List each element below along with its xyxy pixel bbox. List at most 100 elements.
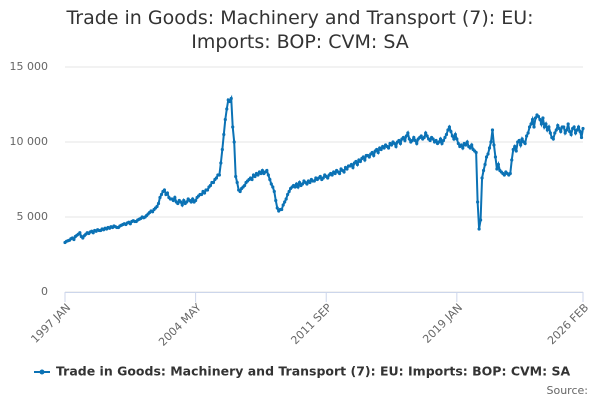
point (379, 147, 383, 152)
point (361, 155, 365, 159)
point (222, 132, 226, 137)
point (128, 222, 132, 226)
point (274, 198, 278, 203)
point (538, 117, 542, 122)
point (217, 173, 221, 177)
point (363, 158, 367, 162)
point (553, 131, 557, 135)
point (294, 182, 299, 186)
point (321, 176, 325, 180)
point (438, 137, 443, 141)
point (554, 128, 558, 132)
point (234, 174, 238, 179)
point (510, 158, 514, 162)
point (487, 146, 492, 150)
point (449, 129, 453, 134)
point (490, 128, 495, 132)
point (389, 143, 394, 147)
point (354, 159, 358, 164)
point (544, 122, 548, 126)
point (533, 116, 538, 120)
point (286, 192, 290, 197)
point (565, 128, 569, 132)
x-tick-label: 1997 JAN (28, 301, 73, 346)
point (581, 126, 585, 131)
point (579, 135, 584, 140)
x-tick-label: 2019 JAN (420, 301, 465, 346)
point (205, 188, 210, 192)
point (481, 168, 486, 173)
point (545, 128, 549, 132)
point (256, 173, 260, 177)
point (464, 143, 468, 147)
point (386, 146, 391, 150)
point (199, 192, 204, 197)
point (404, 134, 408, 138)
legend-label: Trade in Goods: Machinery and Transport … (56, 364, 570, 379)
point (308, 180, 312, 185)
point (372, 153, 376, 158)
point (422, 135, 426, 140)
point (424, 131, 428, 135)
point (547, 125, 551, 129)
point (284, 197, 288, 201)
point (300, 182, 305, 186)
point (541, 116, 545, 120)
point (159, 192, 164, 197)
point (398, 141, 403, 146)
point (179, 200, 183, 204)
point (461, 146, 465, 150)
point (556, 123, 560, 128)
point (520, 137, 524, 141)
point (259, 171, 263, 176)
point (572, 125, 576, 129)
point (78, 231, 82, 235)
point (431, 137, 435, 141)
point (269, 182, 273, 186)
point (566, 122, 570, 126)
point (182, 198, 186, 203)
point (265, 168, 269, 173)
point (407, 137, 411, 141)
point (312, 179, 316, 183)
point (476, 200, 480, 204)
point (345, 167, 349, 171)
point (232, 140, 236, 144)
point (484, 155, 489, 159)
point (450, 134, 454, 138)
point (455, 137, 459, 141)
point (447, 125, 452, 129)
point (281, 203, 285, 207)
point (156, 201, 161, 206)
point (185, 200, 189, 204)
point (229, 96, 233, 101)
point (468, 146, 472, 150)
point (318, 174, 322, 179)
point (557, 126, 561, 131)
point (493, 155, 498, 159)
point (532, 125, 536, 129)
chart-title: Trade in Goods: Machinery and Transport … (66, 7, 534, 53)
point (351, 165, 355, 170)
point (524, 134, 529, 138)
point (171, 198, 175, 203)
point (513, 144, 517, 149)
point (492, 143, 496, 147)
point (162, 188, 167, 192)
point (231, 125, 235, 129)
point (465, 140, 469, 144)
point (176, 201, 180, 206)
point (406, 131, 410, 135)
source: Source: (547, 384, 589, 397)
point (559, 129, 563, 134)
point (502, 173, 506, 177)
point (280, 207, 284, 212)
point (443, 135, 447, 140)
point (375, 147, 379, 152)
point (530, 117, 535, 122)
point (214, 176, 218, 180)
point (155, 204, 159, 209)
point (228, 99, 232, 104)
point (568, 129, 572, 134)
point (173, 195, 177, 200)
